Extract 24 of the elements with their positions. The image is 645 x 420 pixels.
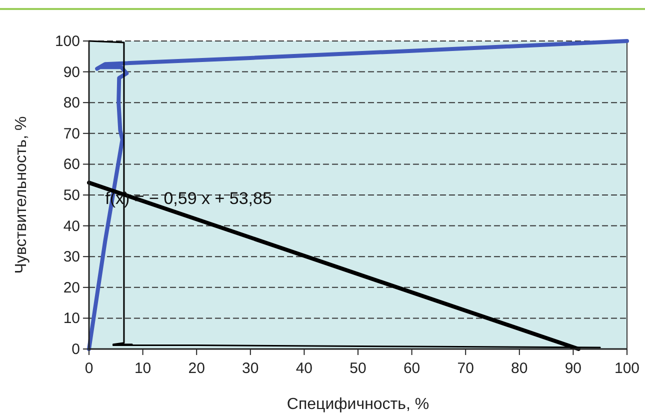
x-tick-label: 90 (564, 360, 582, 377)
x-tick-label: 100 (614, 360, 640, 377)
x-tick-label: 40 (296, 360, 313, 377)
y-tick-label: 70 (63, 125, 80, 142)
y-tick-label: 40 (63, 218, 80, 235)
y-tick-label: 60 (63, 156, 80, 174)
y-tick-label: 0 (72, 341, 80, 358)
y-tick-label: 80 (63, 94, 80, 112)
y-tick-label: 50 (63, 187, 80, 204)
x-tick-label: 30 (242, 360, 259, 377)
x-tick-label: 20 (188, 360, 205, 377)
y-axis-title: Чувствительность, % (13, 116, 30, 274)
x-tick-label: 50 (350, 360, 366, 377)
x-tick-label: 0 (84, 360, 94, 377)
y-tick-label: 90 (63, 64, 80, 81)
x-tick-label: 80 (511, 360, 528, 377)
x-tick-label: 60 (403, 360, 420, 377)
y-tick-label: 20 (63, 279, 80, 296)
y-tick-label: 100 (54, 33, 80, 50)
x-tick-label: 70 (457, 360, 474, 377)
x-tick-label: 10 (134, 360, 152, 377)
y-tick-label: 30 (63, 248, 80, 266)
x-axis-title: Специфичность, % (286, 396, 430, 413)
y-tick-label: 10 (63, 310, 80, 328)
